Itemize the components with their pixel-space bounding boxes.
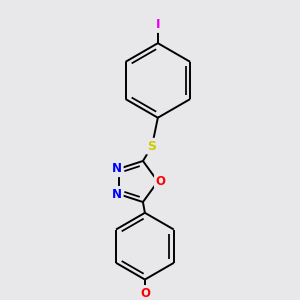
Text: N: N xyxy=(112,188,122,201)
Text: O: O xyxy=(140,287,150,300)
Text: O: O xyxy=(156,175,166,188)
Text: N: N xyxy=(112,162,122,175)
Text: S: S xyxy=(148,140,157,153)
Text: I: I xyxy=(156,18,160,31)
